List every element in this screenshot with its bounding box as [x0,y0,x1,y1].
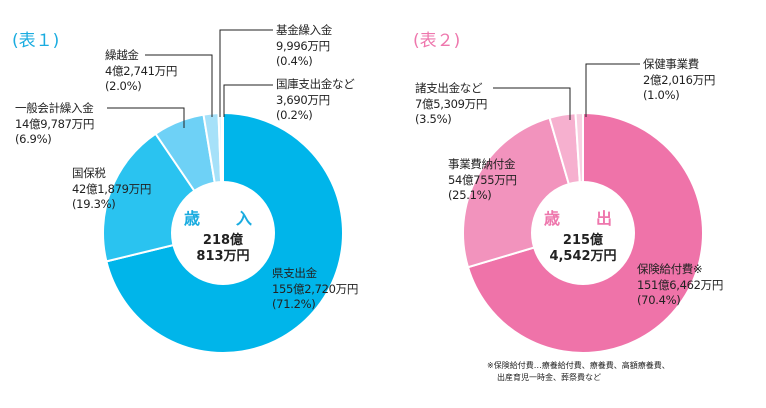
slice-label: 繰越金 4億2,741万円 (2.0%) [105,48,178,93]
leader-line [493,87,571,120]
leader-lines [107,29,640,128]
leader-line [585,63,640,117]
chart-1-center: 歳 入 218億 813万円 [168,205,278,265]
chart-1-title: (表１) [12,31,60,51]
slice-label: 保健事業費 2億2,016万円 (1.0%) [643,57,716,102]
slice-label: 県支出金 155億2,720万円 (71.2%) [272,266,359,311]
leader-line [219,29,273,117]
chart-2-title: (表２) [413,31,461,51]
revenue-donut [102,111,344,354]
center-heading: 歳 出 [543,209,622,228]
slice-label: 保険給付費※ 151億6,462万円 (70.4%) [637,262,724,307]
total-line-2: 4,542万円 [549,249,617,264]
donut-hole [171,181,275,285]
slice-label: 諸支出金など 7億5,309万円 (3.5%) [415,81,488,126]
chart-2-center: 歳 出 215億 4,542万円 [528,205,638,265]
center-heading: 歳 入 [183,209,262,228]
leader-line [107,107,185,128]
total-line-1: 215億 [562,233,604,248]
total-line-2: 813万円 [196,249,250,264]
expenditure-donut [462,111,704,354]
footnote: ※保険給付費…療養給付費、療養費、高額療養費、 出産育児一時金、葬祭費など [487,361,670,382]
slice-label: 一般会計繰入金 14億9,787万円 (6.9%) [15,101,95,146]
slice-label: 事業費納付金 54億755万円 (25.1%) [448,157,517,202]
slice-label: 国保税 42億1,879万円 (19.3%) [72,166,152,211]
slice-label: 基金繰入金 9,996万円 (0.4%) [276,23,332,68]
total-line-1: 218億 [202,233,244,248]
leader-line [223,84,273,117]
leader-line [145,54,213,117]
donut-hole [531,181,635,285]
slice-label: 国庫支出金など 3,690万円 (0.2%) [276,77,355,122]
